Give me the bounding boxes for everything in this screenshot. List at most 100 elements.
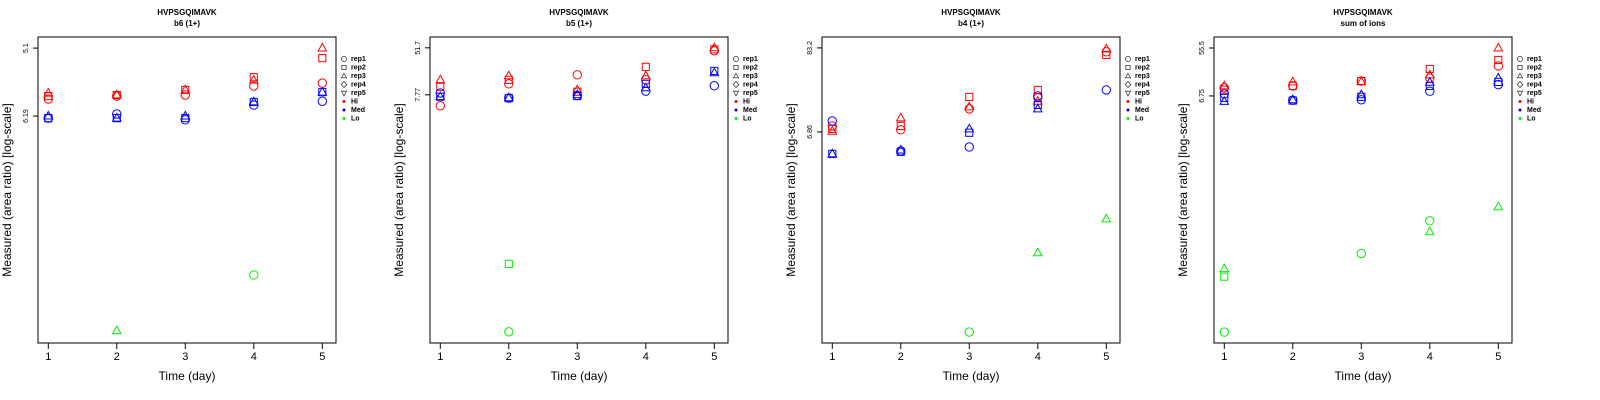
chart-title: HVPSGQIMAVK bbox=[549, 8, 609, 17]
x-axis-label: Time (day) bbox=[159, 369, 216, 383]
chart-title: HVPSGQIMAVK bbox=[157, 8, 217, 17]
y-tick-label: 55.5 bbox=[1199, 41, 1206, 55]
point bbox=[1219, 89, 1229, 99]
point bbox=[1425, 216, 1435, 226]
point bbox=[504, 327, 514, 337]
point bbox=[317, 78, 327, 88]
point bbox=[318, 54, 327, 63]
point bbox=[318, 88, 327, 97]
x-tick-label: 3 bbox=[182, 351, 188, 363]
legend-symbol bbox=[1124, 81, 1132, 88]
point bbox=[1356, 89, 1367, 99]
point bbox=[1493, 201, 1504, 211]
point bbox=[709, 42, 720, 52]
legend-label: rep5 bbox=[1135, 90, 1150, 97]
legend-label: rep1 bbox=[1135, 56, 1150, 63]
point bbox=[43, 110, 54, 120]
point bbox=[572, 70, 582, 80]
legend-symbol bbox=[1124, 72, 1132, 79]
point bbox=[111, 325, 122, 335]
point bbox=[709, 81, 719, 91]
legend-symbol bbox=[1125, 65, 1131, 70]
legend-label: rep3 bbox=[351, 73, 366, 80]
point bbox=[641, 79, 650, 88]
point bbox=[43, 87, 54, 97]
point bbox=[43, 113, 53, 123]
point bbox=[112, 90, 121, 100]
point bbox=[895, 144, 906, 154]
point bbox=[180, 90, 190, 100]
y-axis-label: Measured (area ratio) [log-scale] bbox=[392, 103, 406, 276]
point bbox=[1425, 86, 1435, 96]
legend-label: Med bbox=[1135, 107, 1149, 114]
plot-frame bbox=[37, 36, 337, 344]
y-tick-label: 6.86 bbox=[807, 125, 814, 139]
point bbox=[1493, 61, 1503, 71]
x-tick-label: 4 bbox=[643, 351, 649, 363]
legend-label: rep1 bbox=[351, 56, 366, 63]
point bbox=[1356, 248, 1366, 259]
point bbox=[249, 270, 259, 280]
legend-label: Lo bbox=[351, 115, 360, 122]
legend-label: rep5 bbox=[1527, 90, 1542, 97]
point bbox=[1033, 100, 1042, 109]
point bbox=[504, 259, 513, 268]
point bbox=[1219, 80, 1230, 90]
plot-frame bbox=[821, 36, 1121, 344]
point bbox=[1425, 81, 1434, 90]
legend-label: Hi bbox=[1135, 98, 1142, 105]
point bbox=[1425, 64, 1434, 74]
point bbox=[1033, 85, 1042, 94]
y-axis-label: Measured (area ratio) [log-scale] bbox=[1176, 103, 1190, 276]
legend-label: rep4 bbox=[1135, 81, 1150, 88]
x-tick-label: 1 bbox=[437, 351, 443, 363]
point bbox=[248, 96, 259, 106]
legend-dot bbox=[1126, 117, 1130, 120]
y-axis-label: Measured (area ratio) [log-scale] bbox=[784, 103, 798, 276]
legend-symbol bbox=[732, 90, 740, 97]
point bbox=[112, 109, 122, 119]
legend-label: Lo bbox=[1135, 115, 1144, 122]
point bbox=[436, 92, 445, 101]
point bbox=[317, 96, 327, 106]
legend-symbol bbox=[1124, 90, 1132, 97]
point bbox=[1033, 93, 1043, 103]
point bbox=[1032, 247, 1043, 257]
legend-label: rep4 bbox=[1527, 81, 1542, 88]
plot-frame bbox=[1213, 36, 1513, 344]
point bbox=[1424, 76, 1435, 86]
legend-label: Hi bbox=[351, 98, 358, 105]
legend-label: Med bbox=[351, 107, 365, 114]
point bbox=[1220, 85, 1229, 94]
point bbox=[640, 82, 651, 92]
legend-dot bbox=[1518, 117, 1522, 120]
point bbox=[1494, 77, 1503, 86]
point bbox=[249, 81, 259, 91]
y-tick-label: 7.77 bbox=[415, 88, 422, 102]
point bbox=[180, 115, 190, 125]
legend-label: rep2 bbox=[351, 64, 366, 71]
legend-label: rep4 bbox=[743, 81, 758, 88]
legend-label: rep2 bbox=[743, 64, 758, 71]
point bbox=[435, 101, 445, 111]
legend-symbol bbox=[733, 65, 739, 70]
x-tick-label: 5 bbox=[1103, 351, 1109, 363]
plot-frame bbox=[429, 36, 729, 344]
point bbox=[1219, 95, 1230, 105]
point bbox=[111, 112, 122, 122]
point bbox=[317, 86, 328, 96]
legend-label: rep5 bbox=[351, 90, 366, 97]
point bbox=[896, 121, 905, 130]
x-tick-label: 4 bbox=[251, 351, 257, 363]
chart-subtitle: b4 (1+) bbox=[958, 19, 984, 28]
legend-label: rep2 bbox=[1527, 64, 1542, 71]
x-tick-label: 1 bbox=[45, 351, 51, 363]
point bbox=[435, 91, 446, 101]
point bbox=[641, 62, 650, 71]
point bbox=[964, 142, 974, 152]
x-tick-label: 4 bbox=[1035, 351, 1041, 363]
point bbox=[436, 82, 445, 91]
x-axis-label: Time (day) bbox=[943, 369, 1000, 383]
point bbox=[504, 79, 514, 89]
